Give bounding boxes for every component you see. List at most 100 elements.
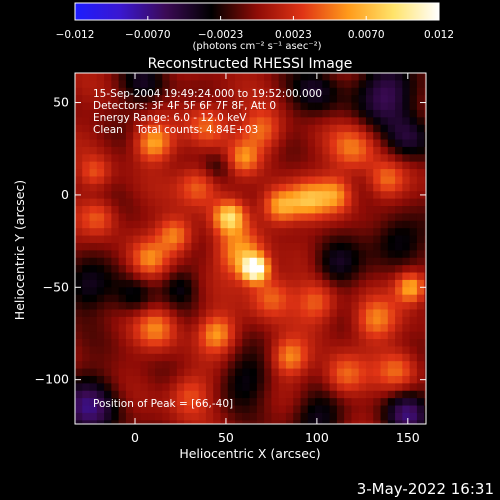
heatmap-cell [351,154,360,163]
heatmap-cell [169,228,178,237]
heatmap-cell [140,287,149,296]
heatmap-cell [220,390,229,399]
heatmap-cell [256,331,265,340]
heatmap-cell [358,198,367,207]
heatmap-cell [278,353,287,362]
heatmap-cell [118,257,127,266]
heatmap-cell [75,80,83,89]
heatmap-cell [162,375,171,384]
heatmap-cell [300,287,309,296]
heatmap-cell [256,265,265,274]
heatmap-cell [402,250,411,259]
heatmap-cell [82,169,91,178]
heatmap-cell [111,287,120,296]
heatmap-cell [235,161,243,170]
heatmap-cell [184,324,192,333]
heatmap-cell [213,294,222,303]
heatmap-cell [155,220,163,229]
heatmap-cell [205,235,214,244]
heatmap-cell [416,412,425,421]
heatmap-cell [424,368,426,377]
heatmap-cell [140,324,149,333]
heatmap-cell [205,361,214,370]
heatmap-cell [118,420,127,424]
heatmap-cell [104,257,112,266]
heatmap-cell [118,102,127,111]
heatmap-cell [184,169,192,178]
heatmap-cell [278,309,287,318]
heatmap-cell [380,398,389,407]
heatmap-cell [336,265,345,274]
heatmap-cell [205,412,214,421]
heatmap-cell [198,235,207,244]
heatmap-cell [176,117,185,126]
heatmap-cell [118,161,127,170]
heatmap-cell [365,375,374,384]
heatmap-cell [184,331,192,340]
heatmap-cell [373,420,382,424]
heatmap-cell [365,146,374,155]
heatmap-cell [344,146,353,155]
heatmap-cell [242,183,251,192]
heatmap-cell [242,87,251,96]
heatmap-cell [271,302,280,311]
heatmap-cell [256,302,265,311]
heatmap-cell [424,176,426,185]
heatmap-cell [256,242,265,251]
heatmap-cell [264,302,273,311]
heatmap-cell [285,375,294,384]
heatmap-cell [409,117,418,126]
heatmap-cell [227,375,236,384]
heatmap-cell [315,176,323,185]
heatmap-cell [300,183,309,192]
x-tick-label: 150 [396,430,420,445]
heatmap-cell [293,361,302,370]
heatmap-cell [322,346,331,355]
heatmap-cell [329,353,338,362]
heatmap-cell [155,353,163,362]
heatmap-cell [220,353,229,362]
heatmap-cell [249,346,258,355]
heatmap-cell [278,235,287,244]
heatmap-cell [198,198,207,207]
heatmap-cell [307,242,316,251]
heatmap-cell [285,250,294,259]
heatmap-cell [82,139,91,148]
heatmap-cell [380,213,389,222]
heatmap-cell [373,132,382,141]
heatmap-cell [344,139,353,148]
heatmap-cell [409,390,418,399]
heatmap-cell [242,361,251,370]
heatmap-cell [220,176,229,185]
heatmap-cell [147,294,156,303]
heatmap-cell [104,80,112,89]
heatmap-cell [293,206,302,214]
heatmap-cell [213,265,222,274]
heatmap-cell [198,339,207,348]
heatmap-cell [227,169,236,178]
heatmap-cell [329,420,338,424]
heatmap-cell [373,146,382,155]
heatmap-cell [365,132,374,141]
heatmap-cell [213,80,222,89]
heatmap-cell [373,265,382,274]
heatmap-cell [220,213,229,222]
heatmap-cell [155,390,163,399]
heatmap-cell [125,279,134,288]
heatmap-cell [220,191,229,200]
heatmap-cell [111,228,120,237]
heatmap-cell [89,405,98,414]
heatmap-cell [271,139,280,148]
heatmap-cell [409,375,418,384]
heatmap-cell [322,132,331,141]
heatmap-cell [358,383,367,392]
heatmap-cell [176,191,185,200]
heatmap-cell [227,154,236,163]
heatmap-cell [409,132,418,141]
heatmap-cell [169,339,178,348]
heatmap-cell [424,198,426,207]
heatmap-cell [82,250,91,259]
heatmap-cell [198,176,207,185]
heatmap-cell [416,102,425,111]
heatmap-cell [351,242,360,251]
